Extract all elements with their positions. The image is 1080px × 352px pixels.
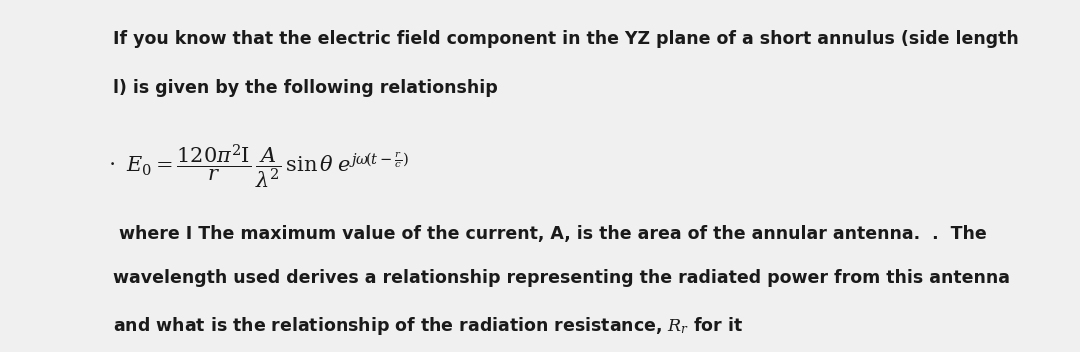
Text: where I The maximum value of the current, A, is the area of the annular antenna.: where I The maximum value of the current…	[113, 225, 987, 243]
Text: l) is given by the following relationship: l) is given by the following relationshi…	[113, 79, 498, 97]
Text: and what is the relationship of the radiation resistance, $R_r$ for it: and what is the relationship of the radi…	[113, 315, 744, 337]
Text: $\cdot \;\; E_0 = \dfrac{120\pi^2\mathrm{I}}{r}\, \dfrac{A}{\lambda^2}\, \sin\th: $\cdot \;\; E_0 = \dfrac{120\pi^2\mathrm…	[108, 143, 409, 190]
Text: If you know that the electric field component in the YZ plane of a short annulus: If you know that the electric field comp…	[113, 30, 1020, 48]
Text: wavelength used derives a relationship representing the radiated power from this: wavelength used derives a relationship r…	[113, 269, 1011, 287]
